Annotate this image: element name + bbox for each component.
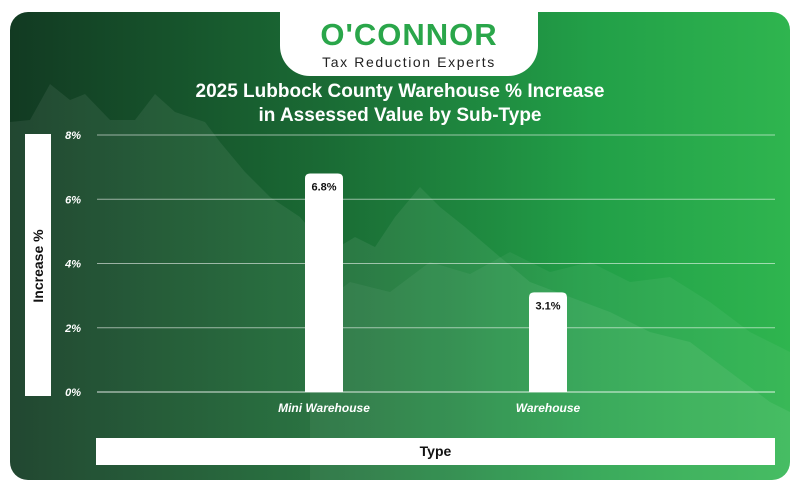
data-label-2: 3.1%: [535, 300, 560, 312]
y-tick-label-0: 0%: [65, 387, 81, 399]
data-label-1: 6.8%: [311, 182, 336, 194]
y-axis-label-box: [25, 134, 51, 396]
chart-title-line-1: 2025 Lubbock County Warehouse % Increase: [195, 81, 605, 102]
x-axis-label: Type: [96, 438, 775, 465]
y-tick-label-3: 6%: [65, 194, 81, 206]
bar-1: [305, 173, 343, 392]
x-tick-label-2: Warehouse: [516, 401, 581, 415]
brand-name: O'CONNOR: [320, 17, 498, 52]
brand-tagline: Tax Reduction Experts: [322, 54, 496, 70]
bar-2: [529, 292, 567, 392]
x-tick-label-1: Mini Warehouse: [278, 401, 370, 415]
y-tick-label-4: 8%: [65, 130, 81, 142]
chart-title: 2025 Lubbock County Warehouse % Increase…: [0, 80, 800, 128]
brand-logo: O'CONNOR Tax Reduction Experts: [280, 12, 538, 76]
y-tick-label-2: 4%: [64, 259, 81, 271]
y-tick-label-1: 2%: [64, 323, 81, 335]
chart-title-line-2: in Assessed Value by Sub-Type: [258, 105, 542, 126]
